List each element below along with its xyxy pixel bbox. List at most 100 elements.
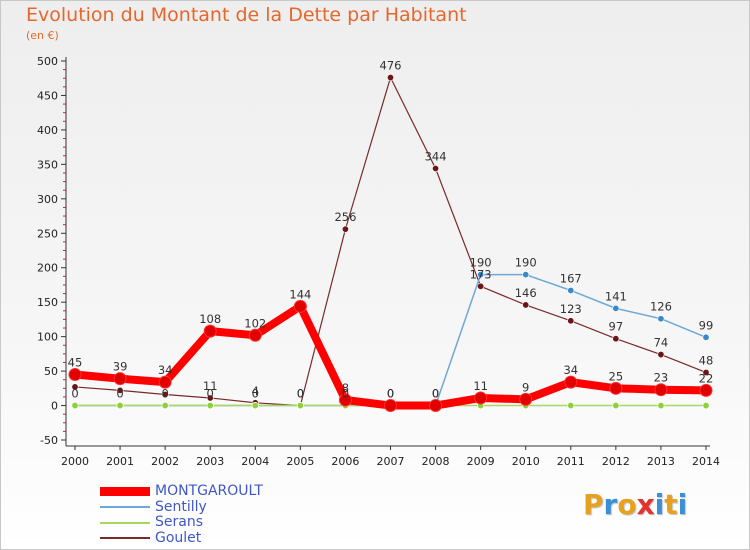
data-label-montgaroult: 34 — [563, 363, 578, 377]
legend-label: Sentilly — [155, 498, 207, 515]
x-tick-label: 2004 — [241, 455, 269, 468]
y-tick-label: 350 — [37, 158, 58, 171]
data-point-goulet — [702, 368, 710, 376]
data-point-serans — [206, 402, 214, 410]
x-tick-label: 2000 — [61, 455, 89, 468]
data-point-goulet — [522, 301, 530, 309]
legend-item-sentilly: Sentilly — [100, 498, 263, 516]
data-point-serans — [161, 402, 169, 410]
logo-letter: t — [664, 488, 678, 521]
data-label-montgaroult: 39 — [113, 360, 128, 374]
data-point-serans — [657, 402, 665, 410]
data-label-montgaroult: 23 — [654, 371, 669, 385]
data-label-sentilly: 0 — [161, 387, 168, 401]
chart-title: Evolution du Montant de la Dette par Hab… — [26, 4, 467, 26]
data-label-montgaroult: 22 — [699, 371, 714, 385]
x-tick-label: 2008 — [422, 455, 450, 468]
data-label-montgaroult: 102 — [244, 316, 266, 330]
legend-item-serans: Serans — [100, 515, 263, 531]
data-label-sentilly: 126 — [650, 300, 672, 314]
legend-swatch — [100, 506, 150, 509]
y-tick-label: 450 — [37, 89, 58, 102]
data-label-sentilly: 141 — [605, 289, 627, 303]
data-point-sentilly — [657, 315, 665, 323]
data-label-goulet: 74 — [654, 336, 669, 350]
y-tick-label: 150 — [37, 296, 58, 309]
data-label-goulet: 173 — [470, 267, 492, 281]
data-point-goulet — [206, 394, 214, 402]
y-tick-label: 200 — [37, 262, 58, 275]
data-label-montgaroult: 108 — [199, 312, 221, 326]
data-label-sentilly: 0 — [297, 387, 304, 401]
y-tick-label: 0 — [51, 400, 58, 413]
x-tick-label: 2012 — [602, 455, 630, 468]
y-tick-label: 500 — [37, 55, 58, 68]
proxiti-logo: Proxiti — [583, 488, 687, 521]
data-point-sentilly — [567, 286, 575, 294]
x-tick-label: 2005 — [286, 455, 314, 468]
data-label-sentilly: 0 — [252, 387, 259, 401]
data-label-montgaroult: 11 — [473, 379, 488, 393]
data-point-montgaroult — [609, 381, 623, 395]
data-label-goulet: 476 — [380, 59, 402, 73]
data-label-montgaroult: 144 — [289, 287, 311, 301]
data-point-montgaroult — [564, 375, 578, 389]
data-label-goulet: 344 — [425, 149, 447, 163]
data-point-serans — [116, 402, 124, 410]
data-point-montgaroult — [203, 324, 217, 338]
logo-letter: i — [677, 488, 688, 521]
data-point-serans — [612, 402, 620, 410]
data-point-sentilly — [522, 271, 530, 279]
data-point-montgaroult — [699, 383, 713, 397]
y-tick-label: 250 — [37, 227, 58, 240]
data-point-montgaroult — [158, 375, 172, 389]
data-label-goulet: 48 — [699, 353, 714, 367]
data-point-goulet — [657, 351, 665, 359]
logo-letter: o — [617, 488, 637, 521]
legend-item-goulet: Goulet — [100, 530, 263, 547]
data-point-montgaroult — [113, 372, 127, 386]
data-point-serans — [296, 402, 304, 410]
data-point-sentilly — [477, 271, 485, 279]
data-point-goulet — [161, 391, 169, 399]
data-label-goulet: 11 — [203, 379, 218, 393]
data-point-goulet — [116, 386, 124, 394]
data-label-goulet: 123 — [560, 302, 582, 316]
data-label-sentilly: 0 — [387, 387, 394, 401]
x-tick-label: 2001 — [106, 455, 134, 468]
data-label-sentilly: 0 — [207, 387, 214, 401]
data-point-serans — [251, 402, 259, 410]
data-point-sentilly — [702, 333, 710, 341]
data-label-goulet: 0 — [297, 387, 304, 401]
data-label-goulet: 97 — [609, 320, 624, 334]
data-point-goulet — [567, 317, 575, 325]
data-label-sentilly: 167 — [560, 271, 582, 285]
x-tick-label: 2003 — [196, 455, 224, 468]
data-label-goulet: 4 — [252, 384, 259, 398]
data-label-sentilly: 99 — [699, 318, 714, 332]
data-label-montgaroult: 8 — [342, 381, 349, 395]
legend-swatch — [100, 487, 150, 497]
x-tick-label: 2006 — [331, 455, 359, 468]
y-tick-label: 50 — [44, 365, 58, 378]
x-tick-label: 2007 — [377, 455, 405, 468]
x-tick-label: 2002 — [151, 455, 179, 468]
data-point-montgaroult — [474, 391, 488, 405]
x-tick-label: 2011 — [557, 455, 585, 468]
data-label-sentilly: 190 — [470, 256, 492, 270]
x-tick-label: 2009 — [467, 455, 495, 468]
logo-letter: P — [583, 488, 604, 521]
data-point-montgaroult — [293, 299, 307, 313]
data-point-goulet — [341, 225, 349, 233]
data-point-goulet — [612, 335, 620, 343]
x-tick-label: 2014 — [692, 455, 720, 468]
x-tick-label: 2013 — [647, 455, 675, 468]
data-point-montgaroult — [338, 393, 352, 407]
logo-letter: x — [636, 488, 655, 521]
data-point-serans — [702, 402, 710, 410]
logo-letter: i — [654, 488, 665, 521]
logo-letter: r — [603, 488, 618, 521]
data-label-montgaroult: 9 — [522, 380, 529, 394]
data-label-sentilly: 0 — [116, 387, 123, 401]
